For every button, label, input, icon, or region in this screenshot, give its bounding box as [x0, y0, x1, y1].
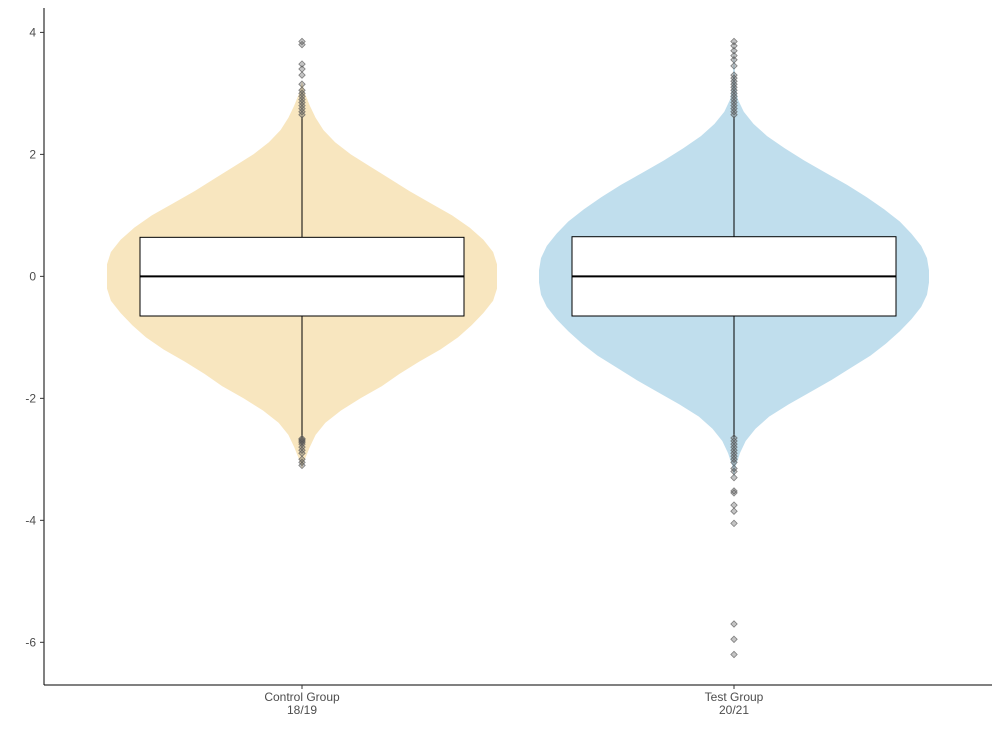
- outlier-point-1-26: [298, 37, 306, 46]
- outlier-point-1-24: [298, 60, 306, 68]
- outlier-point-2-40: [730, 37, 738, 46]
- outlier-point-2-3: [730, 620, 738, 628]
- x-tick-label-line2: 20/21: [719, 703, 749, 717]
- y-ticks-layer: -6 -4 -2 0 2 4: [25, 25, 44, 649]
- outlier-point-1-10: [298, 436, 306, 444]
- boxplots-layer: [139, 116, 897, 438]
- axes-layer: [43, 8, 992, 686]
- outlier-point-2-36: [730, 56, 738, 64]
- y-tick-label: 0: [29, 269, 36, 283]
- outlier-point-2-35: [730, 62, 738, 70]
- outliers-layer: [298, 37, 738, 659]
- y-tick-label: 4: [29, 25, 36, 39]
- outlier-point-2-34: [730, 71, 738, 79]
- outlier-point-2-11: [730, 464, 738, 473]
- outlier-point-1-3: [298, 455, 306, 464]
- y-tick-label: -6: [25, 635, 36, 649]
- x-tick-label-line2: 18/19: [287, 703, 317, 717]
- outlier-point-2-37: [730, 51, 738, 60]
- y-tick-label: -4: [25, 513, 36, 527]
- outlier-point-2-38: [730, 46, 738, 55]
- y-tick-label: -2: [25, 391, 36, 405]
- outlier-point-2-8: [730, 487, 738, 495]
- outlier-point-1-20: [298, 86, 306, 95]
- x-tick-label-line1: Test Group: [705, 690, 764, 704]
- outlier-point-2-4: [730, 519, 738, 528]
- outlier-point-2-39: [730, 42, 738, 50]
- outlier-point-1-21: [298, 80, 306, 88]
- outlier-point-2-9: [730, 473, 738, 482]
- outlier-point-1-22: [298, 71, 306, 79]
- outlier-point-1-23: [298, 65, 306, 73]
- x-tick-label-line1: Control Group: [264, 690, 340, 704]
- outlier-point-2-2: [730, 635, 738, 644]
- outlier-point-2-6: [730, 501, 738, 509]
- outlier-point-1-11: [298, 434, 306, 443]
- y-tick-label: 2: [29, 147, 36, 161]
- outlier-point-2-20: [730, 434, 738, 442]
- outlier-point-2-5: [730, 507, 738, 515]
- outlier-point-2-1: [730, 650, 738, 659]
